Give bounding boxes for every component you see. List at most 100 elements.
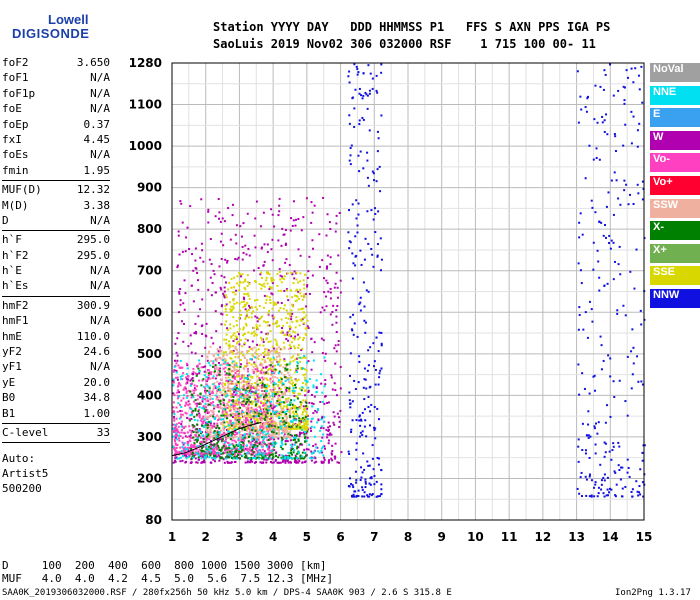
echo-point-x bbox=[213, 443, 216, 446]
echo-point-vo bbox=[185, 452, 188, 455]
echo-point-nnw bbox=[627, 76, 630, 79]
echo-point-nnw bbox=[606, 133, 609, 136]
echo-point-nnw bbox=[626, 458, 629, 461]
echo-point-vo bbox=[236, 452, 239, 455]
echo-point-ssw bbox=[226, 385, 229, 388]
echo-point-nne bbox=[261, 445, 264, 448]
echo-point-nne bbox=[321, 391, 324, 394]
echo-point-nne bbox=[281, 382, 284, 385]
echo-point-sse bbox=[261, 358, 264, 361]
echo-point-w bbox=[303, 448, 306, 451]
echo-point-ssw bbox=[210, 359, 213, 362]
echo-point-x bbox=[209, 443, 212, 446]
echo-point-vo bbox=[247, 385, 250, 388]
echo-point-nnw bbox=[612, 213, 615, 216]
echo-point-ssw bbox=[277, 346, 280, 349]
echo-point-sse bbox=[256, 375, 259, 378]
echo-point-w bbox=[250, 390, 253, 393]
echo-point-nne bbox=[257, 453, 260, 456]
param-value: 34.8 bbox=[83, 391, 111, 405]
echo-point-vo bbox=[254, 408, 257, 411]
echo-point-sse bbox=[292, 305, 295, 308]
echo-point-x bbox=[217, 433, 220, 436]
echo-point-nnw bbox=[636, 129, 639, 132]
echo-point-vo bbox=[188, 446, 191, 449]
echo-point-sse bbox=[260, 271, 263, 274]
echo-point-nnw bbox=[347, 209, 350, 212]
echo-point-sse bbox=[235, 324, 238, 327]
echo-point-w bbox=[300, 432, 303, 435]
echo-point-nnw bbox=[589, 435, 592, 438]
echo-point-vo bbox=[205, 406, 208, 409]
echo-point-nnw bbox=[584, 177, 587, 180]
echo-point-w bbox=[223, 461, 226, 464]
echo-point-w bbox=[206, 422, 209, 425]
y-tick-label: 700 bbox=[137, 264, 162, 278]
echo-point-nnw bbox=[372, 172, 375, 175]
echo-point-nnw bbox=[372, 342, 375, 345]
echo-point-ssw bbox=[222, 412, 225, 415]
echo-point-nnw bbox=[368, 482, 371, 485]
echo-point-nne bbox=[175, 371, 178, 374]
echo-point-nnw bbox=[348, 240, 351, 243]
echo-point-x bbox=[274, 368, 277, 371]
echo-point-vo bbox=[193, 439, 196, 442]
echo-point-ssw bbox=[282, 436, 285, 439]
echo-point-w bbox=[306, 436, 309, 439]
echo-point-ssw bbox=[247, 402, 250, 405]
echo-point-w bbox=[220, 323, 223, 326]
echo-point-vo bbox=[259, 425, 262, 428]
echo-point-ssw bbox=[268, 404, 271, 407]
echo-point-vo bbox=[257, 400, 260, 403]
echo-point-w bbox=[270, 208, 273, 211]
echo-point-w bbox=[186, 226, 189, 229]
echo-point-w bbox=[228, 461, 231, 464]
echo-point-ssw bbox=[216, 348, 219, 351]
x-tick-label: 2 bbox=[202, 530, 210, 544]
echo-point-nne bbox=[229, 443, 232, 446]
echo-point-vo bbox=[207, 411, 210, 414]
echo-point-nnw bbox=[351, 96, 354, 99]
echo-point-w bbox=[281, 327, 284, 330]
echo-point-sse bbox=[279, 307, 282, 310]
echo-point-sse bbox=[232, 307, 235, 310]
echo-point-w bbox=[183, 279, 186, 282]
echo-point-vo bbox=[216, 422, 219, 425]
echo-point-vo bbox=[193, 384, 196, 387]
echo-point-w bbox=[285, 258, 288, 261]
echo-point-sse bbox=[305, 421, 308, 424]
echo-point-x bbox=[261, 436, 264, 439]
echo-point-nnw bbox=[612, 241, 615, 244]
echo-point-nne bbox=[316, 421, 319, 424]
echo-point-sse bbox=[268, 273, 271, 276]
echo-point-vo bbox=[173, 429, 176, 432]
plot-frame bbox=[171, 62, 645, 521]
echo-point-nne bbox=[202, 434, 205, 437]
echo-point-sse bbox=[298, 423, 301, 426]
echo-point-vo bbox=[195, 445, 198, 448]
echo-point-sse bbox=[260, 287, 263, 290]
echo-point-vo bbox=[172, 370, 175, 373]
echo-point-w bbox=[214, 310, 217, 313]
echo-point-ssw bbox=[235, 352, 238, 355]
echo-point-nne bbox=[272, 356, 275, 359]
legend-item-nnw: NNW bbox=[650, 288, 700, 308]
echo-point-w bbox=[211, 282, 214, 285]
echo-point-nne bbox=[232, 451, 235, 454]
echo-point-sse bbox=[263, 407, 266, 410]
param-key: C-level bbox=[2, 425, 49, 439]
echo-point-ssw bbox=[288, 431, 291, 434]
echo-point-w bbox=[307, 448, 310, 451]
echo-point-sse bbox=[297, 378, 300, 381]
echo-point-vo bbox=[192, 449, 195, 452]
echo-point-nnw bbox=[577, 445, 580, 448]
echo-point-sse bbox=[285, 289, 288, 292]
echo-point-nne bbox=[279, 420, 282, 423]
echo-point-x bbox=[283, 423, 286, 426]
echo-point-nnw bbox=[373, 360, 376, 363]
echo-point-nne bbox=[212, 375, 215, 378]
echo-point-vo bbox=[222, 367, 225, 370]
echo-point-ssw bbox=[210, 377, 213, 380]
echo-point-sse bbox=[288, 344, 291, 347]
echo-point-sse bbox=[237, 416, 240, 419]
